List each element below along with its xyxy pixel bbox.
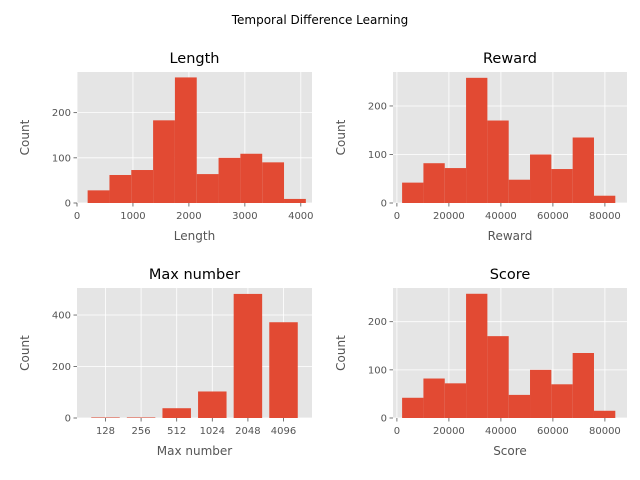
bar-1024 [198,391,227,418]
y-tick-label: 100 [52,153,71,164]
x-tick-label: 80000 [589,211,621,222]
histogram-bar [487,336,509,418]
x-tick-label: 2048 [235,426,260,437]
x-tick-label: 4000 [288,211,313,222]
histogram-bar [444,168,467,203]
max-number-bar-chart: 128 256 512 1024 2048 4096 0 200 400 Max number Ma… [18,267,312,458]
histogram-bar [466,77,488,203]
histogram-bar [109,174,132,203]
histogram-bar [196,174,219,203]
x-tick-label: 1024 [200,426,225,437]
y-axis-label: Count [334,119,348,155]
histogram-bar [551,169,573,203]
y-tick-label: 200 [52,108,71,119]
histogram-bar [131,170,154,203]
histogram-bar [444,383,467,418]
x-tick-label: 20000 [433,211,465,222]
x-tick-label: 0 [74,211,80,222]
y-tick-label: 100 [368,365,387,376]
x-axis-label: Reward [488,229,533,243]
y-tick-label: 0 [381,199,387,210]
histogram-bar [153,120,175,203]
x-axis-label: Length [174,229,215,243]
length-histogram: 0 1000 2000 3000 4000 0 100 200 Length Length Coun… [18,51,314,243]
bar-512 [162,408,191,418]
panel-title: Score [490,267,531,283]
x-tick-label: 80000 [589,426,621,437]
histogram-bar [284,198,306,203]
y-tick-label: 400 [52,311,71,322]
x-tick-label: 2000 [176,211,201,222]
histogram-bar [466,293,488,418]
histogram-bar [402,182,424,203]
histogram-bar [487,120,509,203]
reward-histogram: 0 20000 40000 60000 80000 0 100 200 Reward Reward… [334,51,627,243]
x-tick-label: 0 [394,211,400,222]
panel-title: Max number [149,267,240,283]
histogram-bar [572,137,594,203]
histogram-bar [423,163,445,203]
histogram-bar [262,162,285,203]
histogram-bar [593,410,616,418]
y-tick-label: 100 [368,150,387,161]
histogram-bar [87,190,110,203]
x-axis-label: Max number [157,444,233,458]
x-tick-label: 40000 [485,426,517,437]
panel-title: Reward [483,51,537,67]
y-tick-label: 0 [381,414,387,425]
score-histogram: 0 20000 40000 60000 80000 0 100 200 Score Score Co… [334,267,627,458]
bar-256 [126,417,156,418]
x-tick-label: 4096 [271,426,296,437]
y-tick-label: 0 [65,199,71,210]
x-axis-label: Score [493,444,527,458]
histogram-bar [402,397,424,418]
x-tick-label: 0 [394,426,400,437]
panel-title: Length [169,51,219,67]
histogram-bar [174,77,197,203]
x-tick-label: 512 [167,426,186,437]
x-tick-label: 20000 [433,426,465,437]
histogram-bar [530,154,552,203]
y-tick-label: 200 [368,101,387,112]
y-axis-label: Count [18,119,32,155]
x-tick-label: 256 [132,426,151,437]
histogram-bar [593,195,616,203]
histogram-bar [508,394,531,418]
x-tick-label: 128 [96,426,115,437]
x-tick-label: 60000 [537,426,569,437]
bar-2048 [233,293,263,418]
y-axis-label: Count [18,335,32,371]
x-tick-label: 40000 [485,211,517,222]
histogram-bar [551,384,573,418]
figure-suptitle: Temporal Difference Learning [231,13,409,27]
histogram-bar [530,369,552,418]
histogram-bar [508,179,531,203]
y-tick-label: 200 [368,317,387,328]
y-axis-label: Count [334,335,348,371]
y-tick-label: 200 [52,362,71,373]
x-tick-label: 60000 [537,211,569,222]
x-tick-label: 1000 [120,211,145,222]
bar-128 [91,417,120,418]
histogram-bar [240,153,263,203]
histogram-bar [218,157,241,203]
bar-4096 [269,322,298,418]
histogram-bar [423,378,445,418]
x-tick-label: 3000 [232,211,257,222]
y-tick-label: 0 [65,414,71,425]
histogram-bar [572,353,594,418]
